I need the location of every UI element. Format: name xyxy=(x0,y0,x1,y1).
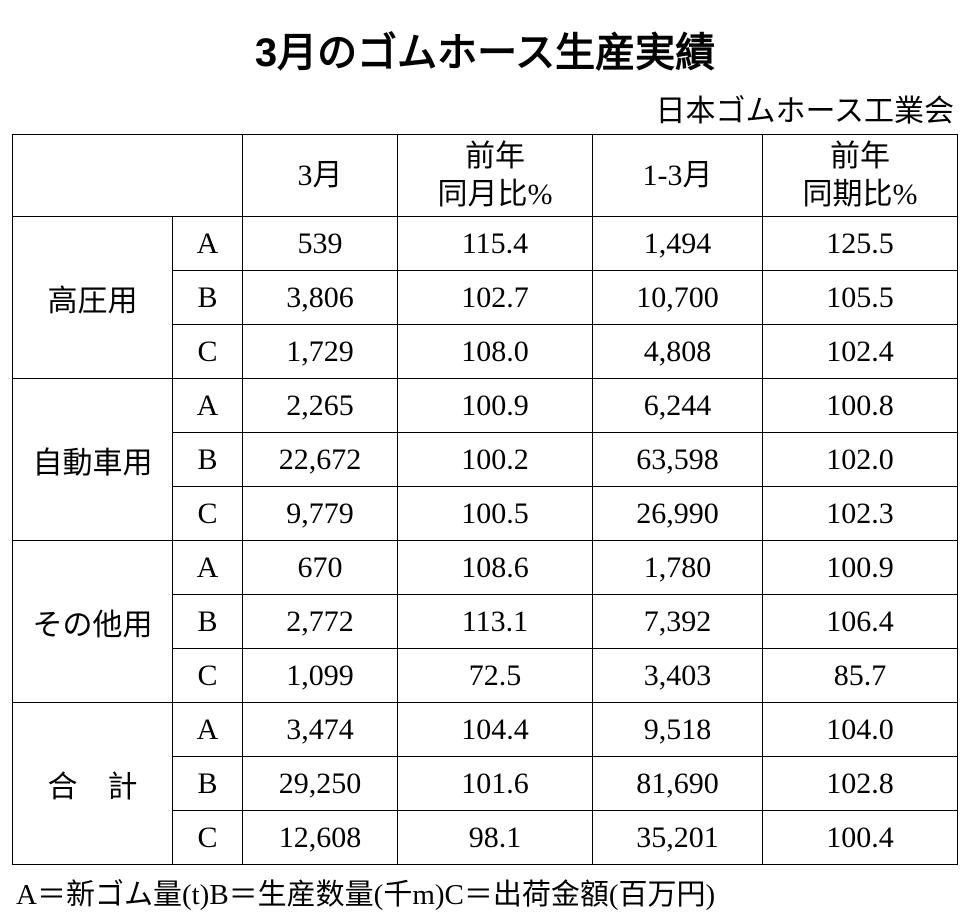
prev-month-cell: 100.5 xyxy=(398,487,593,541)
table-row: 高圧用A539115.41,494125.5 xyxy=(13,217,958,271)
quarter-cell: 7,392 xyxy=(593,595,763,649)
header-blank xyxy=(13,135,243,217)
month-cell: 1,729 xyxy=(243,325,398,379)
month-cell: 539 xyxy=(243,217,398,271)
prev-month-cell: 72.5 xyxy=(398,649,593,703)
source-label: 日本ゴムホース工業会 xyxy=(12,86,958,130)
sub-cell: A xyxy=(173,379,243,433)
prev-month-cell: 102.7 xyxy=(398,271,593,325)
prev-month-cell: 101.6 xyxy=(398,757,593,811)
month-cell: 3,474 xyxy=(243,703,398,757)
prev-quarter-cell: 102.0 xyxy=(763,433,958,487)
page-title: 3月のゴムホース生産実績 xyxy=(12,20,958,78)
prev-month-cell: 104.4 xyxy=(398,703,593,757)
prev-month-cell: 108.6 xyxy=(398,541,593,595)
sub-cell: A xyxy=(173,541,243,595)
table-row: 自動車用A2,265100.96,244100.8 xyxy=(13,379,958,433)
prev-month-cell: 100.2 xyxy=(398,433,593,487)
quarter-cell: 1,780 xyxy=(593,541,763,595)
prev-month-cell: 113.1 xyxy=(398,595,593,649)
category-cell: 自動車用 xyxy=(13,379,173,541)
month-cell: 1,099 xyxy=(243,649,398,703)
quarter-cell: 9,518 xyxy=(593,703,763,757)
prev-quarter-cell: 106.4 xyxy=(763,595,958,649)
quarter-cell: 26,990 xyxy=(593,487,763,541)
month-cell: 2,772 xyxy=(243,595,398,649)
header-quarter: 1-3月 xyxy=(593,135,763,217)
prev-quarter-cell: 125.5 xyxy=(763,217,958,271)
category-cell: その他用 xyxy=(13,541,173,703)
footnote: A＝新ゴム量(t)B＝生産数量(千m)C＝出荷金額(百万円) xyxy=(12,871,958,913)
sub-cell: B xyxy=(173,433,243,487)
sub-cell: C xyxy=(173,487,243,541)
prev-quarter-cell: 105.5 xyxy=(763,271,958,325)
month-cell: 670 xyxy=(243,541,398,595)
month-cell: 12,608 xyxy=(243,811,398,865)
quarter-cell: 4,808 xyxy=(593,325,763,379)
table-row: 合 計A3,474104.49,518104.0 xyxy=(13,703,958,757)
quarter-cell: 63,598 xyxy=(593,433,763,487)
prev-quarter-cell: 100.9 xyxy=(763,541,958,595)
sub-cell: C xyxy=(173,811,243,865)
prev-quarter-cell: 102.8 xyxy=(763,757,958,811)
header-prev-month: 前年同月比% xyxy=(398,135,593,217)
quarter-cell: 35,201 xyxy=(593,811,763,865)
prev-month-cell: 98.1 xyxy=(398,811,593,865)
prev-quarter-cell: 104.0 xyxy=(763,703,958,757)
quarter-cell: 81,690 xyxy=(593,757,763,811)
month-cell: 3,806 xyxy=(243,271,398,325)
month-cell: 22,672 xyxy=(243,433,398,487)
prev-month-cell: 100.9 xyxy=(398,379,593,433)
prev-quarter-cell: 100.4 xyxy=(763,811,958,865)
quarter-cell: 10,700 xyxy=(593,271,763,325)
sub-cell: B xyxy=(173,595,243,649)
header-prev-quarter: 前年同期比% xyxy=(763,135,958,217)
prev-quarter-cell: 102.4 xyxy=(763,325,958,379)
month-cell: 2,265 xyxy=(243,379,398,433)
prev-month-cell: 108.0 xyxy=(398,325,593,379)
prev-quarter-cell: 102.3 xyxy=(763,487,958,541)
table-row: その他用A670108.61,780100.9 xyxy=(13,541,958,595)
production-table: 3月 前年同月比% 1-3月 前年同期比% 高圧用A539115.41,4941… xyxy=(12,134,958,865)
sub-cell: C xyxy=(173,325,243,379)
sub-cell: B xyxy=(173,757,243,811)
sub-cell: B xyxy=(173,271,243,325)
sub-cell: C xyxy=(173,649,243,703)
header-row: 3月 前年同月比% 1-3月 前年同期比% xyxy=(13,135,958,217)
quarter-cell: 6,244 xyxy=(593,379,763,433)
month-cell: 9,779 xyxy=(243,487,398,541)
header-month: 3月 xyxy=(243,135,398,217)
sub-cell: A xyxy=(173,703,243,757)
category-cell: 高圧用 xyxy=(13,217,173,379)
prev-quarter-cell: 100.8 xyxy=(763,379,958,433)
quarter-cell: 1,494 xyxy=(593,217,763,271)
prev-quarter-cell: 85.7 xyxy=(763,649,958,703)
month-cell: 29,250 xyxy=(243,757,398,811)
prev-month-cell: 115.4 xyxy=(398,217,593,271)
quarter-cell: 3,403 xyxy=(593,649,763,703)
sub-cell: A xyxy=(173,217,243,271)
category-cell: 合 計 xyxy=(13,703,173,865)
